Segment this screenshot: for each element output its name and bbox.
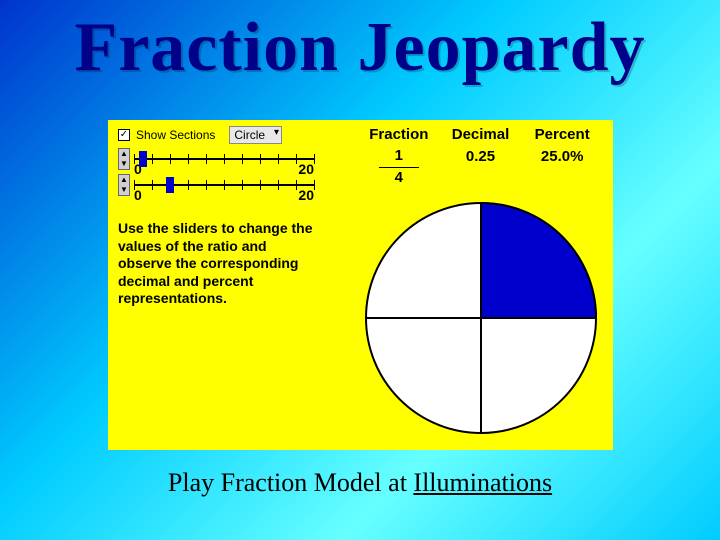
slider2-max: 20 <box>298 187 314 203</box>
slider2-thumb[interactable] <box>166 177 174 193</box>
pie-chart <box>363 200 599 436</box>
slider1-thumb[interactable] <box>139 151 147 167</box>
value-row: 1 4 0.25 25.0% <box>358 148 603 187</box>
fraction-display: 1 4 <box>358 148 440 187</box>
fraction-denominator: 4 <box>395 170 403 187</box>
show-sections-checkbox[interactable]: ✓ <box>118 129 130 141</box>
denominator-spinner[interactable]: ▲ ▼ <box>118 174 130 196</box>
show-sections-label: Show Sections <box>136 128 215 142</box>
caption: Play Fraction Model at Illuminations <box>0 468 720 498</box>
instructions-text: Use the sliders to change the values of … <box>118 220 318 308</box>
illuminations-link[interactable]: Illuminations <box>413 468 552 497</box>
fraction-bar <box>379 167 419 169</box>
page-title: Fraction Jeopardy <box>0 0 720 88</box>
numerator-spinner[interactable]: ▲ ▼ <box>118 148 130 170</box>
header-percent: Percent <box>521 126 603 143</box>
fraction-numerator: 1 <box>395 148 403 165</box>
spinner-up-icon[interactable]: ▲ <box>119 149 129 159</box>
slider2-min: 0 <box>134 187 142 203</box>
value-headers: Fraction Decimal Percent <box>358 126 603 143</box>
denominator-slider[interactable]: 0 20 <box>134 174 314 196</box>
header-fraction: Fraction <box>358 126 440 143</box>
numerator-slider[interactable]: 0 20 <box>134 148 314 170</box>
percent-display: 25.0% <box>521 148 603 187</box>
spinner-down-icon[interactable]: ▼ <box>119 159 129 169</box>
fraction-model-panel: ✓ Show Sections Circle Fraction Decimal … <box>108 120 613 450</box>
header-decimal: Decimal <box>440 126 522 143</box>
spinner-down-icon[interactable]: ▼ <box>119 185 129 195</box>
spinner-up-icon[interactable]: ▲ <box>119 175 129 185</box>
caption-prefix: Play Fraction Model at <box>168 468 414 497</box>
shape-select[interactable]: Circle <box>229 126 282 144</box>
decimal-display: 0.25 <box>440 148 522 187</box>
